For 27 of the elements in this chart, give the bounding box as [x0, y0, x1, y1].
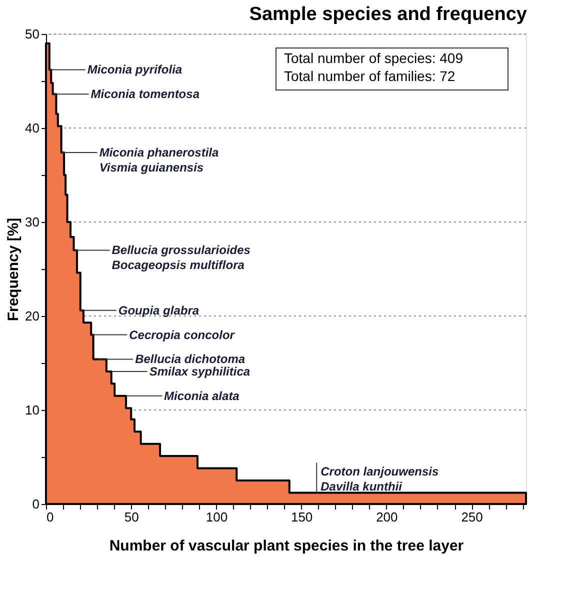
x-tick-label: 50: [124, 510, 139, 524]
annotation: Goupia glabra: [118, 303, 200, 318]
x-tick-label: 150: [290, 510, 313, 524]
annotation: Miconia tomentosa: [90, 87, 200, 102]
chart-title: Sample species and frequency: [249, 4, 528, 25]
y-tick-label: 30: [25, 214, 40, 230]
annotation: Cecropia concolor: [129, 328, 236, 342]
x-tick-label: 200: [376, 510, 398, 524]
y-tick-label: 0: [32, 496, 40, 512]
annotation: Total number of families: 72: [284, 68, 456, 84]
x-tick-label: 100: [206, 510, 228, 524]
y-tick-label: 50: [25, 26, 40, 42]
x-tick-label: 0: [46, 510, 54, 524]
annotation: Bellucia grossularioides Bocageopsis multiflora: [112, 243, 251, 272]
annotation: Total number of species: 409: [284, 50, 464, 66]
y-axis-title: Frequency [%]: [5, 218, 22, 322]
annotation: Croton lanjouwensis Davilla kunthii: [320, 464, 439, 494]
x-tick-label: 250: [461, 510, 483, 524]
x-axis-title: Number of vascular plant species in the tree layer: [109, 538, 464, 554]
y-tick-label: 20: [25, 308, 40, 324]
y-tick-label: 40: [25, 120, 40, 136]
annotation: Miconia alata: [164, 388, 240, 403]
y-tick-label: 10: [25, 402, 40, 418]
annotation: Miconia pyrifolia: [87, 62, 182, 77]
annotation: Bellucia dichotoma: [135, 352, 246, 366]
annotation: Smilax syphilitica: [149, 364, 250, 378]
annotation: Miconia phanerostila Vismia guianensis: [99, 145, 219, 174]
